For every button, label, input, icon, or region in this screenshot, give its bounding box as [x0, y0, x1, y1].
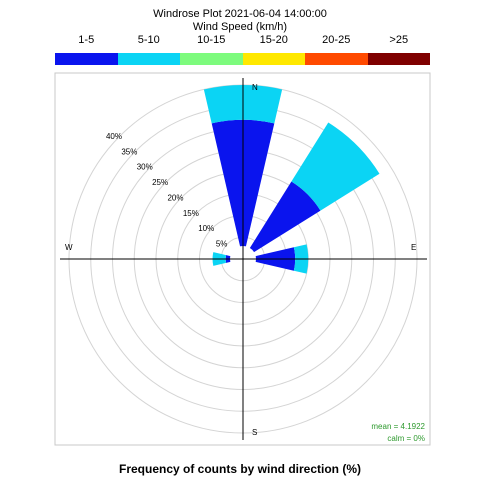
legend-label-bin-1: 1-5 — [78, 34, 95, 46]
compass-label-w: W — [65, 243, 73, 252]
ring-labels: 5%10% 15%20% 25% 30%35% 40% — [106, 132, 227, 249]
ring-label-5: 5% — [216, 240, 228, 249]
legend-swatch-bin-5 — [305, 53, 368, 65]
compass-label-e: E — [411, 243, 416, 252]
legend-swatch-bin-3 — [180, 53, 243, 65]
chart-title: Windrose Plot 2021-06-04 14:00:00 — [153, 8, 327, 20]
legend-swatch-bin-2 — [117, 53, 180, 65]
legend-label-bin-3: 10-15 — [197, 34, 226, 46]
ring-label-35: 35% — [121, 147, 137, 156]
speed-legend-labels: 1-5 5-10 10-15 15-20 20-25 >25 — [55, 34, 430, 48]
chart-title-block: Windrose Plot 2021-06-04 14:00:00 Wind S… — [0, 8, 480, 34]
calm-stat: calm = 0% — [387, 434, 425, 443]
legend-label-bin-2: 5-10 — [137, 34, 160, 46]
ring-label-15: 15% — [183, 209, 199, 218]
compass-label-s: S — [252, 428, 257, 437]
ring-label-25: 25% — [152, 178, 168, 187]
ring-label-10: 10% — [198, 224, 214, 233]
plot-frame — [54, 72, 431, 446]
ring-label-20: 20% — [167, 193, 183, 202]
wind-sectors — [203, 84, 380, 274]
mean-stat: mean = 4.1922 — [371, 422, 425, 431]
sector-ne-bin-1 — [243, 181, 321, 259]
ring-label-30: 30% — [137, 163, 153, 172]
legend-swatch-bin-6 — [367, 53, 430, 65]
legend-label-bin-5: 20-25 — [322, 34, 351, 46]
ring-label-40: 40% — [106, 132, 122, 141]
compass-label-n: N — [252, 83, 258, 92]
chart-subtitle: Wind Speed (km/h) — [192, 21, 288, 33]
sector-ne-bin-2 — [291, 122, 380, 211]
speed-legend-colorbar — [55, 53, 430, 65]
chart-footer-caption: Frequency of counts by wind direction (%… — [118, 462, 361, 476]
legend-swatch-bin-1 — [55, 53, 118, 65]
legend-swatch-bin-4 — [242, 53, 305, 65]
legend-label-bin-4: 15-20 — [259, 34, 288, 46]
legend-label-bin-6: >25 — [389, 34, 409, 46]
